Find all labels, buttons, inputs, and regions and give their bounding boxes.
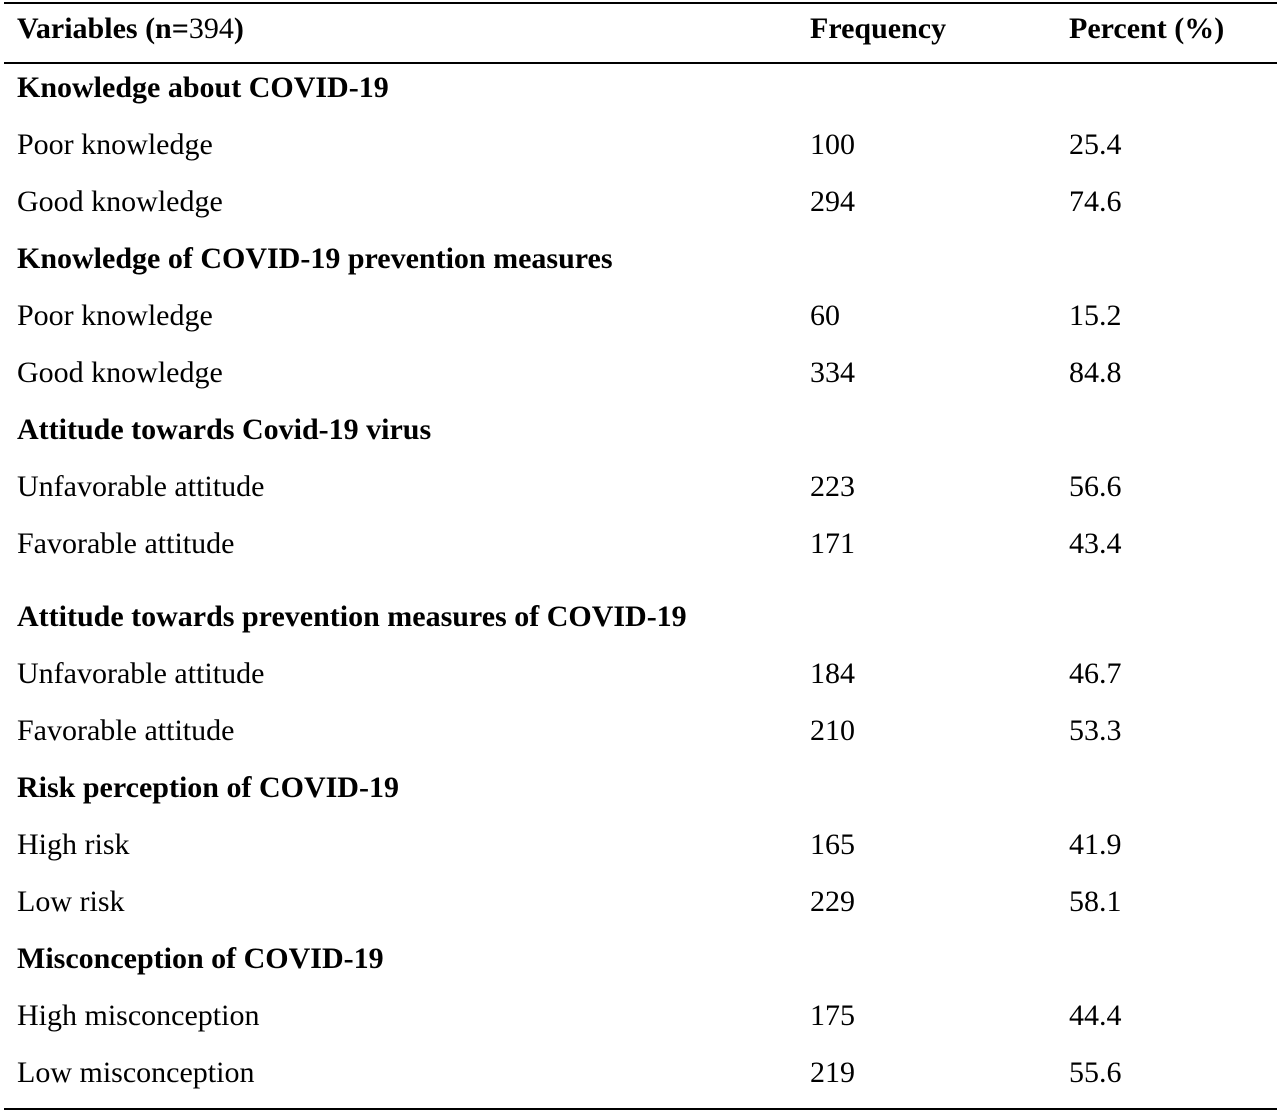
- row-label: Good knowledge: [17, 356, 223, 389]
- row-frequency: 60: [810, 299, 840, 332]
- summary-table: Variables (n=394) Frequency Percent (%) …: [4, 2, 1277, 1110]
- row-frequency: 175: [810, 999, 855, 1032]
- row-frequency: 334: [810, 356, 855, 389]
- row-frequency: 229: [810, 885, 855, 918]
- row-percent: 46.7: [1069, 657, 1122, 690]
- group-title: Risk perception of COVID-19: [17, 771, 399, 804]
- group-title: Knowledge about COVID-19: [17, 71, 389, 104]
- table-header: Variables (n=394) Frequency Percent (%): [4, 4, 1277, 64]
- row-percent: 25.4: [1069, 128, 1122, 161]
- row-frequency: 210: [810, 714, 855, 747]
- group-title: Misconception of COVID-19: [17, 942, 384, 975]
- row-label: Low misconception: [17, 1056, 255, 1089]
- header-variables: Variables (n=394): [17, 12, 244, 45]
- row-label: Unfavorable attitude: [17, 657, 265, 690]
- row-frequency: 184: [810, 657, 855, 690]
- row-percent: 74.6: [1069, 185, 1122, 218]
- row-frequency: 223: [810, 470, 855, 503]
- row-percent: 84.8: [1069, 356, 1122, 389]
- row-label: Poor knowledge: [17, 128, 213, 161]
- row-label: High misconception: [17, 999, 260, 1032]
- row-percent: 56.6: [1069, 470, 1122, 503]
- group-title: Attitude towards Covid-19 virus: [17, 413, 432, 446]
- row-percent: 15.2: [1069, 299, 1122, 332]
- header-percent: Percent (%): [1069, 12, 1225, 45]
- group-title: Knowledge of COVID-19 prevention measure…: [17, 242, 613, 275]
- row-label: Unfavorable attitude: [17, 470, 265, 503]
- row-percent: 44.4: [1069, 999, 1122, 1032]
- row-frequency: 294: [810, 185, 855, 218]
- row-label: Favorable attitude: [17, 714, 235, 747]
- row-label: High risk: [17, 828, 130, 861]
- row-percent: 58.1: [1069, 885, 1122, 918]
- row-percent: 43.4: [1069, 527, 1122, 560]
- row-percent: 53.3: [1069, 714, 1122, 747]
- group-title: Attitude towards prevention measures of …: [17, 600, 687, 633]
- row-percent: 55.6: [1069, 1056, 1122, 1089]
- row-label: Favorable attitude: [17, 527, 235, 560]
- row-frequency: 100: [810, 128, 855, 161]
- row-label: Good knowledge: [17, 185, 223, 218]
- row-label: Low risk: [17, 885, 125, 918]
- row-frequency: 219: [810, 1056, 855, 1089]
- row-percent: 41.9: [1069, 828, 1122, 861]
- row-frequency: 171: [810, 527, 855, 560]
- row-frequency: 165: [810, 828, 855, 861]
- row-label: Poor knowledge: [17, 299, 213, 332]
- header-frequency: Frequency: [810, 12, 947, 45]
